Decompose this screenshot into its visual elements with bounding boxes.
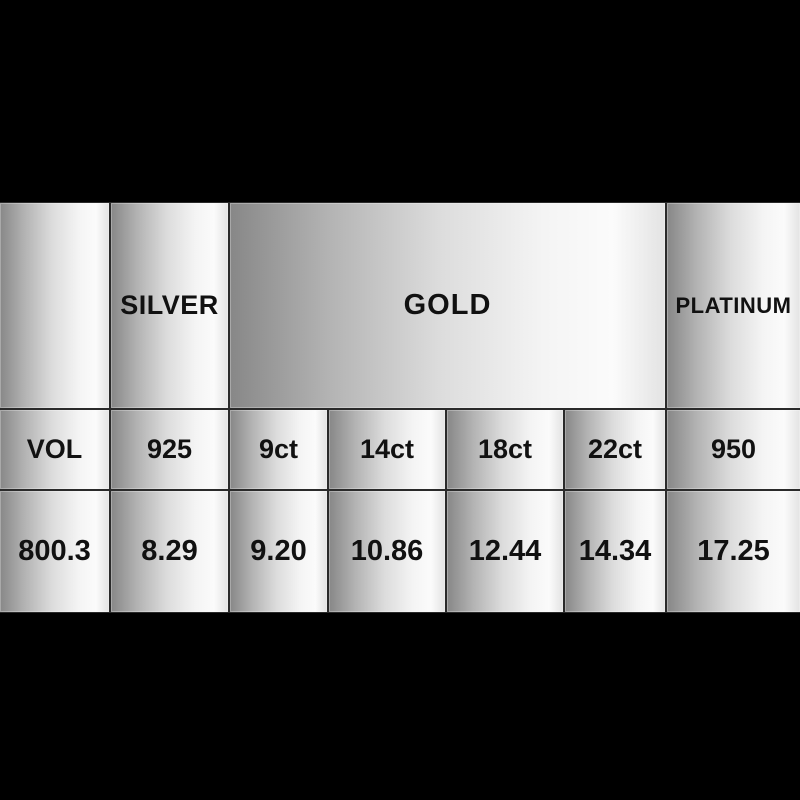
column-label-950: 950	[667, 410, 800, 489]
platinum-header-cell: PLATINUM	[667, 203, 800, 408]
gold-header-cell: GOLD	[230, 203, 665, 408]
value-cell-18ct: 12.44	[447, 491, 563, 612]
silver-header-cell: SILVER	[111, 203, 228, 408]
column-label-22ct: 22ct	[565, 410, 665, 489]
value-cell-22ct: 14.34	[565, 491, 665, 612]
value-cell-950: 17.25	[667, 491, 800, 612]
column-label-925: 925	[111, 410, 228, 489]
value-cell-9ct: 9.20	[230, 491, 327, 612]
header-spacer-cell	[0, 203, 109, 408]
column-label-14ct: 14ct	[329, 410, 445, 489]
column-label-9ct: 9ct	[230, 410, 327, 489]
metal-price-table: SILVER GOLD PLATINUM VOL 925 9ct 14ct 18…	[0, 203, 800, 612]
value-cell-14ct: 10.86	[329, 491, 445, 612]
value-cell-925: 8.29	[111, 491, 228, 612]
column-label-18ct: 18ct	[447, 410, 563, 489]
value-cell-vol: 800.3	[0, 491, 109, 612]
column-label-vol: VOL	[0, 410, 109, 489]
